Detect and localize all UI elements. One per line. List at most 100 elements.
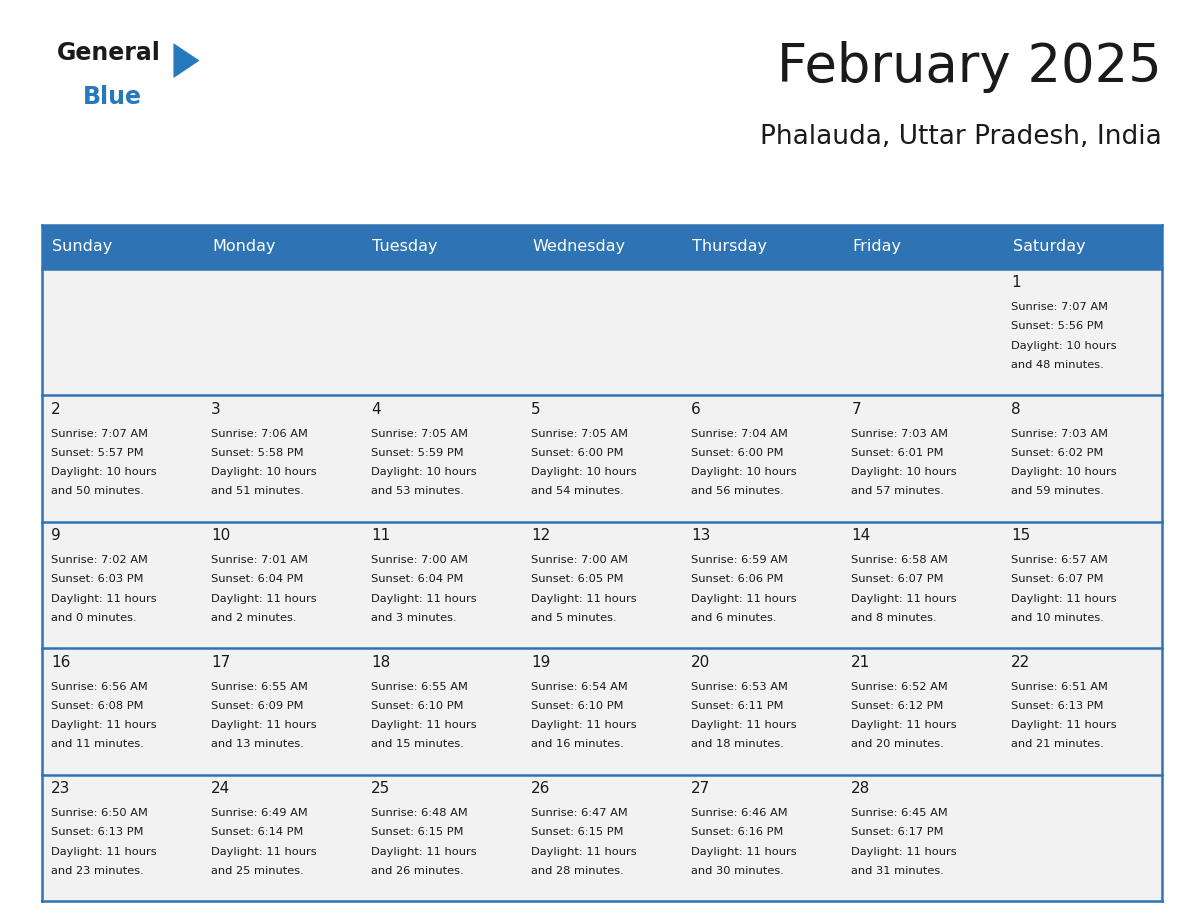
Text: Sunrise: 6:50 AM: Sunrise: 6:50 AM (51, 808, 148, 818)
FancyBboxPatch shape (361, 775, 522, 901)
FancyBboxPatch shape (522, 396, 682, 522)
Text: 20: 20 (691, 655, 710, 670)
Text: Daylight: 10 hours: Daylight: 10 hours (531, 467, 637, 477)
Text: Sunrise: 6:55 AM: Sunrise: 6:55 AM (371, 681, 468, 691)
Text: Sunset: 6:16 PM: Sunset: 6:16 PM (691, 827, 784, 837)
Text: Sunrise: 6:52 AM: Sunrise: 6:52 AM (852, 681, 948, 691)
FancyBboxPatch shape (522, 225, 682, 269)
Text: Sunset: 6:13 PM: Sunset: 6:13 PM (1011, 700, 1104, 711)
Text: 15: 15 (1011, 529, 1030, 543)
Text: Daylight: 10 hours: Daylight: 10 hours (691, 467, 797, 477)
Text: 12: 12 (531, 529, 550, 543)
Text: Daylight: 10 hours: Daylight: 10 hours (852, 467, 956, 477)
Text: and 53 minutes.: and 53 minutes. (371, 487, 465, 497)
Text: Daylight: 11 hours: Daylight: 11 hours (852, 846, 956, 856)
Text: Sunset: 6:12 PM: Sunset: 6:12 PM (852, 700, 943, 711)
Text: and 51 minutes.: and 51 minutes. (211, 487, 304, 497)
Text: 22: 22 (1011, 655, 1030, 670)
Text: 1: 1 (1011, 275, 1020, 290)
Text: and 28 minutes.: and 28 minutes. (531, 866, 624, 876)
FancyBboxPatch shape (361, 522, 522, 648)
FancyBboxPatch shape (42, 269, 202, 396)
FancyBboxPatch shape (202, 396, 361, 522)
FancyBboxPatch shape (361, 269, 522, 396)
Text: Sunset: 6:09 PM: Sunset: 6:09 PM (211, 700, 304, 711)
Text: Sunset: 6:04 PM: Sunset: 6:04 PM (371, 575, 463, 584)
Text: and 0 minutes.: and 0 minutes. (51, 613, 137, 622)
Text: Daylight: 10 hours: Daylight: 10 hours (51, 467, 157, 477)
Text: Sunrise: 6:53 AM: Sunrise: 6:53 AM (691, 681, 788, 691)
Text: Sunrise: 6:51 AM: Sunrise: 6:51 AM (1011, 681, 1108, 691)
FancyBboxPatch shape (1001, 396, 1162, 522)
Text: Sunset: 6:15 PM: Sunset: 6:15 PM (371, 827, 463, 837)
Text: and 30 minutes.: and 30 minutes. (691, 866, 784, 876)
Text: Sunrise: 7:03 AM: Sunrise: 7:03 AM (1011, 429, 1108, 439)
Text: Sunset: 5:59 PM: Sunset: 5:59 PM (371, 448, 463, 458)
Text: 27: 27 (691, 781, 710, 797)
Text: Daylight: 11 hours: Daylight: 11 hours (51, 846, 157, 856)
Text: Daylight: 11 hours: Daylight: 11 hours (1011, 594, 1117, 603)
FancyBboxPatch shape (842, 522, 1001, 648)
Text: 8: 8 (1011, 402, 1020, 417)
Text: and 21 minutes.: and 21 minutes. (1011, 739, 1104, 749)
FancyBboxPatch shape (202, 269, 361, 396)
Text: Sunrise: 7:01 AM: Sunrise: 7:01 AM (211, 555, 308, 565)
Text: Daylight: 11 hours: Daylight: 11 hours (51, 594, 157, 603)
Text: and 15 minutes.: and 15 minutes. (371, 739, 465, 749)
FancyBboxPatch shape (842, 396, 1001, 522)
Text: General: General (57, 41, 160, 65)
FancyBboxPatch shape (202, 775, 361, 901)
Text: Sunset: 6:10 PM: Sunset: 6:10 PM (531, 700, 624, 711)
Text: Sunday: Sunday (52, 240, 113, 254)
FancyBboxPatch shape (42, 775, 202, 901)
Text: Sunset: 6:11 PM: Sunset: 6:11 PM (691, 700, 784, 711)
Text: Sunset: 6:06 PM: Sunset: 6:06 PM (691, 575, 784, 584)
Text: Daylight: 11 hours: Daylight: 11 hours (211, 594, 317, 603)
Text: Daylight: 10 hours: Daylight: 10 hours (1011, 467, 1117, 477)
Text: 26: 26 (531, 781, 550, 797)
Text: Sunrise: 7:05 AM: Sunrise: 7:05 AM (531, 429, 628, 439)
Text: Sunrise: 7:00 AM: Sunrise: 7:00 AM (531, 555, 628, 565)
Text: 18: 18 (371, 655, 391, 670)
FancyBboxPatch shape (682, 225, 842, 269)
FancyBboxPatch shape (42, 396, 202, 522)
Text: 16: 16 (51, 655, 70, 670)
Text: Sunrise: 6:58 AM: Sunrise: 6:58 AM (852, 555, 948, 565)
FancyBboxPatch shape (842, 269, 1001, 396)
Text: Sunrise: 7:03 AM: Sunrise: 7:03 AM (852, 429, 948, 439)
FancyBboxPatch shape (682, 775, 842, 901)
Text: Sunrise: 6:56 AM: Sunrise: 6:56 AM (51, 681, 147, 691)
Text: 23: 23 (51, 781, 70, 797)
Text: 13: 13 (691, 529, 710, 543)
Text: Wednesday: Wednesday (532, 240, 626, 254)
FancyBboxPatch shape (202, 648, 361, 775)
Text: Sunset: 6:05 PM: Sunset: 6:05 PM (531, 575, 624, 584)
Text: Daylight: 11 hours: Daylight: 11 hours (852, 594, 956, 603)
Text: 17: 17 (211, 655, 230, 670)
Text: and 13 minutes.: and 13 minutes. (211, 739, 304, 749)
Text: 6: 6 (691, 402, 701, 417)
Text: and 16 minutes.: and 16 minutes. (531, 739, 624, 749)
Text: Sunset: 6:15 PM: Sunset: 6:15 PM (531, 827, 624, 837)
FancyBboxPatch shape (202, 225, 361, 269)
Text: Sunrise: 6:45 AM: Sunrise: 6:45 AM (852, 808, 948, 818)
Text: Sunset: 6:04 PM: Sunset: 6:04 PM (211, 575, 303, 584)
FancyBboxPatch shape (682, 269, 842, 396)
Text: Sunrise: 7:05 AM: Sunrise: 7:05 AM (371, 429, 468, 439)
Text: 10: 10 (211, 529, 230, 543)
Text: Sunset: 6:07 PM: Sunset: 6:07 PM (852, 575, 943, 584)
Text: Sunset: 6:14 PM: Sunset: 6:14 PM (211, 827, 303, 837)
Text: Sunrise: 7:02 AM: Sunrise: 7:02 AM (51, 555, 148, 565)
Text: Sunset: 6:00 PM: Sunset: 6:00 PM (531, 448, 624, 458)
Text: Sunrise: 6:49 AM: Sunrise: 6:49 AM (211, 808, 308, 818)
Text: Sunset: 6:17 PM: Sunset: 6:17 PM (852, 827, 943, 837)
FancyBboxPatch shape (682, 396, 842, 522)
Text: Daylight: 11 hours: Daylight: 11 hours (691, 846, 797, 856)
Text: 2: 2 (51, 402, 61, 417)
Text: 9: 9 (51, 529, 61, 543)
Text: 19: 19 (531, 655, 550, 670)
Text: 21: 21 (852, 655, 871, 670)
Text: Daylight: 11 hours: Daylight: 11 hours (371, 720, 476, 730)
Text: Sunset: 5:56 PM: Sunset: 5:56 PM (1011, 321, 1104, 331)
FancyBboxPatch shape (361, 396, 522, 522)
